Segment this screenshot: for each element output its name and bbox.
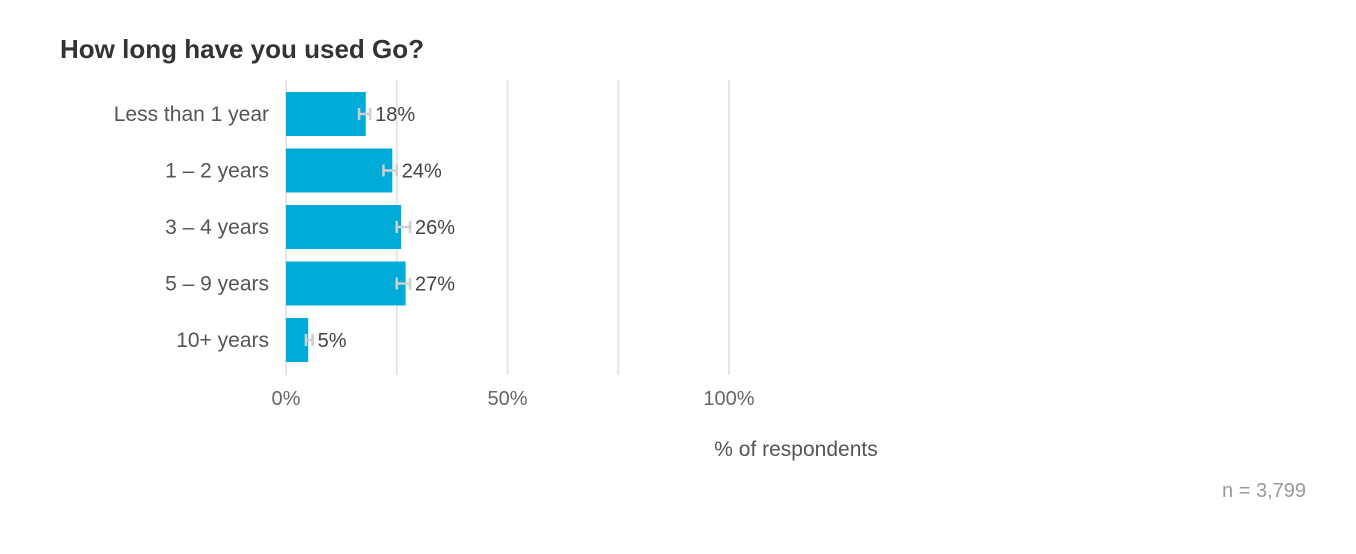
value-label: 5% [318, 330, 347, 352]
bars [286, 92, 406, 362]
error-bar [395, 277, 412, 290]
bar [286, 318, 309, 362]
error-bar [395, 221, 412, 233]
category-label: 5 – 9 years [165, 273, 269, 296]
bar [286, 205, 402, 249]
value-label: 26% [415, 217, 455, 239]
bar [286, 261, 406, 306]
chart-title: How long have you used Go? [60, 34, 424, 64]
labels: 0% 50% 100% Less than 1 year 18% 1 – 2 years 2… [114, 103, 755, 410]
bar [286, 148, 393, 193]
error-bar [357, 108, 372, 120]
x-tick-label: 100% [703, 388, 754, 410]
error-bar [304, 334, 314, 346]
category-label: 1 – 2 years [165, 160, 269, 183]
category-label: 3 – 4 years [165, 216, 269, 239]
value-label: 27% [415, 274, 455, 296]
category-label: Less than 1 year [114, 103, 269, 126]
bar [286, 92, 366, 136]
error-bars [304, 108, 412, 346]
error-bar [382, 164, 398, 177]
value-label: 18% [375, 104, 415, 126]
x-tick-label: 50% [487, 388, 527, 410]
x-axis-title: % of respondents [714, 438, 877, 461]
value-label: 24% [402, 161, 442, 183]
category-label: 10+ years [176, 329, 269, 352]
x-tick-label: 0% [272, 388, 301, 410]
sample-size-caption: n = 3,799 [1222, 480, 1306, 502]
